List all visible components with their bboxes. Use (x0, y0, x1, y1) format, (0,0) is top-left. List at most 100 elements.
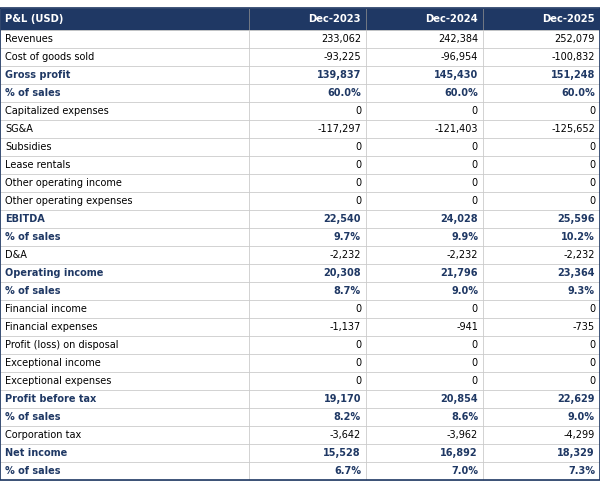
Text: % of sales: % of sales (5, 412, 61, 422)
Text: 23,364: 23,364 (557, 268, 595, 278)
Text: EBITDA: EBITDA (5, 214, 45, 224)
Text: -2,232: -2,232 (446, 250, 478, 260)
Bar (483, 30, 600, 48)
Text: 9.9%: 9.9% (451, 232, 478, 242)
Text: 0: 0 (355, 160, 361, 170)
Text: 15,528: 15,528 (323, 448, 361, 458)
Bar (249, 66, 366, 84)
Bar (366, 300, 483, 318)
Text: -2,232: -2,232 (563, 250, 595, 260)
Bar (249, 336, 366, 354)
Text: -93,225: -93,225 (323, 52, 361, 62)
Text: 0: 0 (355, 376, 361, 386)
Bar (249, 84, 366, 102)
Text: 22,629: 22,629 (557, 394, 595, 404)
Text: 0: 0 (472, 142, 478, 152)
Bar (366, 210, 483, 228)
Bar (249, 426, 366, 444)
Text: 60.0%: 60.0% (561, 88, 595, 98)
Bar (249, 102, 366, 120)
Text: Other operating income: Other operating income (5, 178, 122, 188)
Bar (249, 138, 366, 156)
Bar (366, 246, 483, 264)
Text: 60.0%: 60.0% (327, 88, 361, 98)
Text: % of sales: % of sales (5, 286, 61, 296)
Text: 0: 0 (355, 304, 361, 314)
Text: 0: 0 (472, 358, 478, 368)
Bar (483, 390, 600, 408)
Bar (249, 210, 366, 228)
Text: 9.7%: 9.7% (334, 232, 361, 242)
Bar (366, 66, 483, 84)
Bar (0, 30, 249, 48)
Text: Cost of goods sold: Cost of goods sold (5, 52, 94, 62)
Bar (0, 48, 249, 66)
Bar (483, 246, 600, 264)
Bar (249, 264, 366, 282)
Bar (483, 120, 600, 138)
Text: 8.6%: 8.6% (451, 412, 478, 422)
Bar (366, 192, 483, 210)
Text: 8.2%: 8.2% (334, 412, 361, 422)
Text: Operating income: Operating income (5, 268, 103, 278)
Text: Subsidies: Subsidies (5, 142, 52, 152)
Bar (0, 174, 249, 192)
Bar (249, 8, 366, 30)
Text: 19,170: 19,170 (323, 394, 361, 404)
Bar (249, 318, 366, 336)
Bar (249, 354, 366, 372)
Text: -125,652: -125,652 (551, 124, 595, 134)
Text: Exceptional expenses: Exceptional expenses (5, 376, 112, 386)
Bar (0, 372, 249, 390)
Bar (0, 444, 249, 462)
Bar (366, 8, 483, 30)
Text: D&A: D&A (5, 250, 27, 260)
Text: 60.0%: 60.0% (444, 88, 478, 98)
Text: % of sales: % of sales (5, 88, 61, 98)
Text: 0: 0 (472, 196, 478, 206)
Text: -4,299: -4,299 (564, 430, 595, 440)
Text: Dec-2025: Dec-2025 (542, 14, 595, 24)
Text: Exceptional income: Exceptional income (5, 358, 101, 368)
Bar (0, 192, 249, 210)
Bar (483, 282, 600, 300)
Text: 0: 0 (589, 160, 595, 170)
Bar (483, 228, 600, 246)
Text: 0: 0 (472, 340, 478, 350)
Text: 20,854: 20,854 (440, 394, 478, 404)
Bar (483, 354, 600, 372)
Bar (366, 138, 483, 156)
Text: Lease rentals: Lease rentals (5, 160, 70, 170)
Text: 24,028: 24,028 (440, 214, 478, 224)
Bar (0, 156, 249, 174)
Bar (483, 48, 600, 66)
Bar (0, 264, 249, 282)
Bar (483, 336, 600, 354)
Text: 0: 0 (589, 304, 595, 314)
Bar (249, 156, 366, 174)
Bar (249, 30, 366, 48)
Bar (0, 300, 249, 318)
Text: 252,079: 252,079 (554, 34, 595, 44)
Text: 0: 0 (589, 340, 595, 350)
Text: 145,430: 145,430 (434, 70, 478, 80)
Bar (366, 372, 483, 390)
Text: -2,232: -2,232 (329, 250, 361, 260)
Bar (366, 156, 483, 174)
Text: 242,384: 242,384 (438, 34, 478, 44)
Text: Profit (loss) on disposal: Profit (loss) on disposal (5, 340, 119, 350)
Text: 0: 0 (472, 178, 478, 188)
Bar (0, 8, 249, 30)
Text: Gross profit: Gross profit (5, 70, 70, 80)
Bar (366, 174, 483, 192)
Bar (0, 210, 249, 228)
Text: 0: 0 (472, 304, 478, 314)
Text: 151,248: 151,248 (551, 70, 595, 80)
Text: 21,796: 21,796 (440, 268, 478, 278)
Bar (249, 174, 366, 192)
Bar (0, 390, 249, 408)
Bar (366, 426, 483, 444)
Text: 0: 0 (355, 106, 361, 116)
Text: 10.2%: 10.2% (561, 232, 595, 242)
Bar (249, 300, 366, 318)
